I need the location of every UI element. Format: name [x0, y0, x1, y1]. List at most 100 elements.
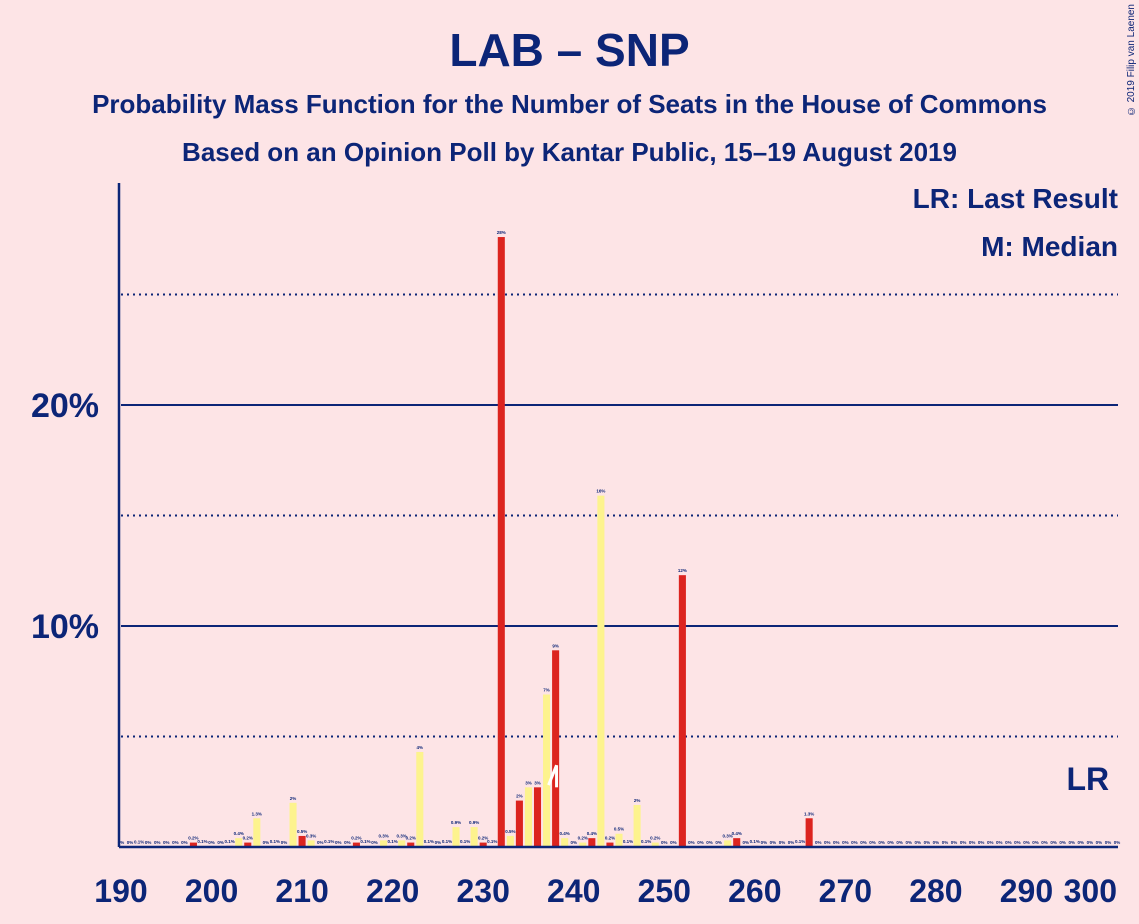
bar-value-label: 0% — [951, 840, 958, 845]
bar-value-label: 0% — [878, 840, 885, 845]
bar-value-label: 0% — [1023, 840, 1030, 845]
bar-value-label: 0% — [263, 840, 270, 845]
bar-value-label: 0% — [570, 840, 577, 845]
bar-value-label: 0% — [1014, 840, 1021, 845]
bar-value-label: 0% — [1078, 840, 1085, 845]
bar-value-label: 0% — [371, 840, 378, 845]
bar-value-label: 4% — [417, 745, 424, 750]
bar-value-label: 0% — [743, 840, 750, 845]
bar-value-label: 0% — [335, 840, 342, 845]
bar-value-label: 0% — [851, 840, 858, 845]
bar-value-label: 0% — [1068, 840, 1075, 845]
x-tick-label: 190 — [94, 873, 147, 909]
bar-value-label: 3% — [525, 780, 532, 785]
bar-value-label: 7% — [543, 688, 550, 693]
bar-value-label: 0.1% — [795, 839, 805, 844]
bar-value-label: 0% — [281, 840, 288, 845]
bar-value-label: 0% — [905, 840, 912, 845]
bar-value-label: 0.5% — [297, 829, 307, 834]
bar-value-label: 0% — [670, 840, 677, 845]
bar-value-label: 16% — [596, 489, 605, 494]
bar-value-label: 0% — [996, 840, 1003, 845]
chart-subtitle-1: Probability Mass Function for the Number… — [92, 89, 1047, 119]
bar-value-label: 0% — [1032, 840, 1039, 845]
chart-subtitle-2: Based on an Opinion Poll by Kantar Publi… — [182, 137, 957, 167]
bar-seat-230 — [479, 842, 487, 847]
bar-value-label: 0% — [1096, 840, 1103, 845]
bar-seat-245 — [615, 833, 623, 847]
bar-value-label: 0.2% — [188, 836, 198, 841]
bar-value-label: 0.3% — [723, 833, 733, 838]
bar-seat-238 — [552, 650, 560, 847]
bar-value-label: 0% — [815, 840, 822, 845]
bar-seat-237 — [543, 694, 551, 847]
bar-value-label: 0.4% — [560, 831, 570, 836]
bar-value-label: 0.5% — [614, 827, 624, 832]
bar-value-label: 0.4% — [732, 831, 742, 836]
bar-seat-221 — [398, 840, 406, 847]
bar-value-label: 0.1% — [623, 839, 633, 844]
x-tick-label: 200 — [185, 873, 238, 909]
bar-seat-232 — [497, 237, 505, 848]
bar-value-label: 0.2% — [351, 836, 361, 841]
bar-value-label: 12% — [678, 568, 687, 573]
bar-value-label: 0.9% — [451, 820, 461, 825]
bar-value-label: 0.1% — [442, 839, 452, 844]
bar-value-label: 0.1% — [270, 839, 280, 844]
bar-value-label: 0.2% — [243, 836, 253, 841]
bar-value-label: 0% — [969, 840, 976, 845]
bar-seat-247 — [633, 805, 641, 847]
bar-value-label: 0% — [344, 840, 351, 845]
bar-value-label: 0% — [860, 840, 867, 845]
bar-value-label: 0.3% — [378, 833, 388, 838]
bar-value-label: 2% — [634, 798, 641, 803]
bar-value-label: 0% — [761, 840, 768, 845]
bar-value-label: 2% — [516, 794, 523, 799]
bar-seat-219 — [380, 840, 388, 847]
bar-value-label: 0% — [435, 840, 442, 845]
bar-value-label: 0% — [208, 840, 215, 845]
bar-value-label: 0% — [788, 840, 795, 845]
legend-last-result: LR: Last Result — [912, 183, 1118, 214]
bar-value-label: 0.2% — [605, 836, 615, 841]
bar-seat-235 — [524, 787, 532, 847]
bar-value-label: 0% — [1041, 840, 1048, 845]
bar-value-label: 28% — [497, 230, 506, 235]
bar-value-label: 9% — [552, 643, 559, 648]
bar-value-label: 0% — [779, 840, 786, 845]
bar-value-label: 0.1% — [487, 839, 497, 844]
bar-value-label: 0% — [978, 840, 985, 845]
bar-value-label: 1.3% — [804, 811, 814, 816]
bar-value-label: 0% — [217, 840, 224, 845]
bar-value-label: 0% — [661, 840, 668, 845]
bar-value-label: 0% — [896, 840, 903, 845]
bar-seat-203 — [235, 838, 243, 847]
bar-seat-241 — [579, 842, 587, 847]
bar-value-label: 0% — [317, 840, 324, 845]
bar-value-label: 0.1% — [460, 839, 470, 844]
bar-value-label: 0.2% — [578, 836, 588, 841]
bar-value-label: 0% — [1114, 840, 1121, 845]
bar-value-label: 0% — [706, 840, 713, 845]
y-tick-label: 20% — [31, 387, 99, 425]
last-result-marker: LR — [1067, 761, 1110, 797]
bar-seat-204 — [244, 842, 252, 847]
bar-value-label: 0.1% — [134, 839, 144, 844]
bar-seat-257 — [724, 840, 732, 847]
x-tick-label: 270 — [819, 873, 872, 909]
bar-value-label: 0.1% — [360, 839, 370, 844]
bar-value-label: 0.1% — [388, 839, 398, 844]
bar-value-label: 0% — [915, 840, 922, 845]
bar-value-label: 0.1% — [225, 839, 235, 844]
bar-seat-223 — [416, 751, 424, 847]
x-tick-label: 260 — [728, 873, 781, 909]
bar-seat-198 — [189, 842, 197, 847]
bar-seat-209 — [289, 802, 297, 847]
bar-seat-243 — [597, 495, 605, 847]
bar-seat-210 — [298, 835, 306, 847]
bar-value-label: 3% — [534, 780, 541, 785]
bar-value-label: 0% — [172, 840, 179, 845]
x-tick-label: 230 — [456, 873, 509, 909]
x-tick-label: 210 — [275, 873, 328, 909]
